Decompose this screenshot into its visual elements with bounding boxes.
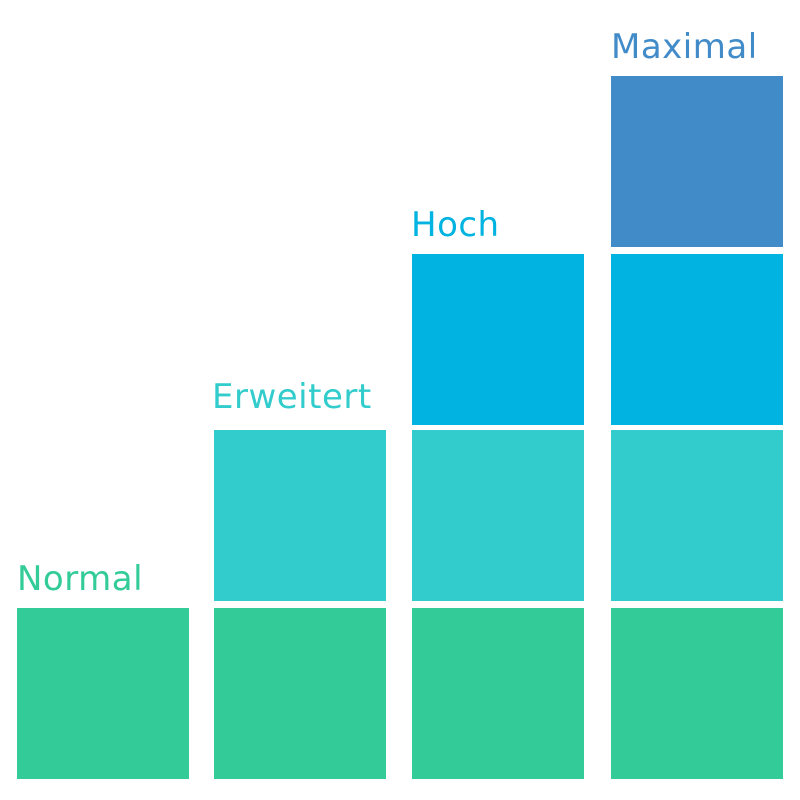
level-label-erweitert: Erweitert [212, 377, 372, 417]
block-maximal-tier2 [611, 430, 783, 601]
block-erweitert-tier1 [214, 608, 386, 779]
block-erweitert-tier2 [214, 430, 386, 601]
block-maximal-tier4 [611, 76, 783, 247]
block-hoch-tier1 [412, 608, 584, 779]
block-maximal-tier1 [611, 608, 783, 779]
level-label-hoch: Hoch [411, 205, 500, 245]
block-maximal-tier3 [611, 254, 783, 425]
block-hoch-tier2 [412, 430, 584, 601]
level-label-maximal: Maximal [611, 27, 758, 67]
level-label-normal: Normal [17, 559, 144, 599]
block-hoch-tier3 [412, 254, 584, 425]
block-normal-tier1 [17, 608, 189, 779]
